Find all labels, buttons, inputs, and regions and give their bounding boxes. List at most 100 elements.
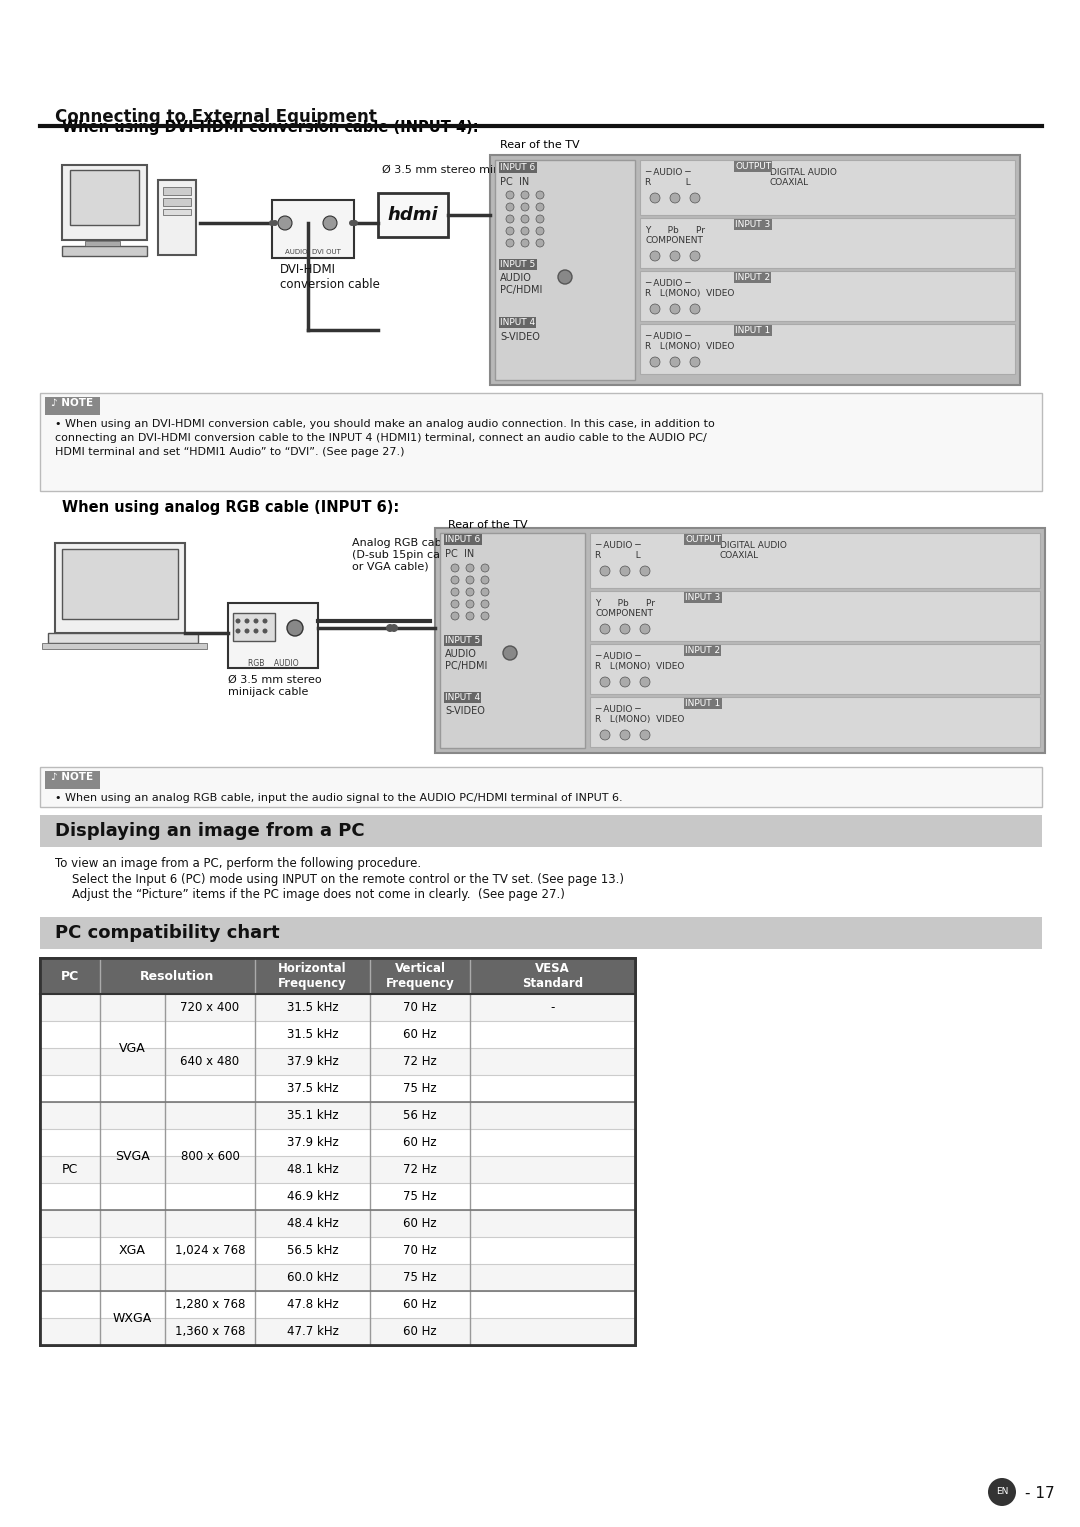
Bar xyxy=(40,815,1042,847)
Text: S-VIDEO: S-VIDEO xyxy=(445,705,485,716)
Bar xyxy=(640,160,1015,215)
Text: WXGA: WXGA xyxy=(113,1312,152,1324)
Text: 720 x 400: 720 x 400 xyxy=(180,1002,240,1014)
Text: 75 Hz: 75 Hz xyxy=(403,1270,436,1284)
Text: 75 Hz: 75 Hz xyxy=(403,1083,436,1095)
Text: 48.4 kHz: 48.4 kHz xyxy=(286,1217,338,1231)
Bar xyxy=(40,918,1042,948)
Circle shape xyxy=(352,220,357,226)
Bar xyxy=(163,209,191,215)
Circle shape xyxy=(451,588,459,596)
Circle shape xyxy=(600,567,610,576)
Text: Rear of the TV: Rear of the TV xyxy=(448,521,528,530)
Text: Vertical
Frequency: Vertical Frequency xyxy=(386,962,455,989)
Text: -: - xyxy=(551,1002,555,1014)
Text: 60 Hz: 60 Hz xyxy=(403,1028,436,1041)
Text: DVI-HDMI
conversion cable: DVI-HDMI conversion cable xyxy=(280,263,380,292)
Text: • When using an analog RGB cable, input the audio signal to the AUDIO PC/HDMI te: • When using an analog RGB cable, input … xyxy=(55,793,623,803)
Circle shape xyxy=(690,304,700,315)
Circle shape xyxy=(988,1478,1016,1506)
Circle shape xyxy=(451,576,459,583)
Text: R   L(MONO)  VIDEO: R L(MONO) VIDEO xyxy=(595,715,685,724)
Text: 70 Hz: 70 Hz xyxy=(403,1245,436,1257)
Circle shape xyxy=(278,215,292,231)
Circle shape xyxy=(507,240,514,247)
Circle shape xyxy=(690,192,700,203)
Text: SVGA: SVGA xyxy=(116,1150,150,1162)
Bar xyxy=(40,1075,635,1102)
Circle shape xyxy=(390,625,399,632)
Text: 1,280 x 768: 1,280 x 768 xyxy=(175,1298,245,1312)
Bar xyxy=(62,165,147,240)
Bar xyxy=(40,392,1042,492)
Text: ─ AUDIO ─: ─ AUDIO ─ xyxy=(645,168,690,177)
Text: 56 Hz: 56 Hz xyxy=(403,1109,436,1122)
Text: 37.9 kHz: 37.9 kHz xyxy=(286,1136,338,1148)
Text: ─ AUDIO ─: ─ AUDIO ─ xyxy=(645,331,690,341)
Text: 60 Hz: 60 Hz xyxy=(403,1136,436,1148)
Circle shape xyxy=(465,588,474,596)
Text: PC  IN: PC IN xyxy=(445,550,474,559)
Bar xyxy=(163,186,191,195)
Text: 31.5 kHz: 31.5 kHz xyxy=(286,1002,338,1014)
Bar xyxy=(48,634,198,643)
Text: XGA: XGA xyxy=(119,1245,146,1257)
Circle shape xyxy=(262,629,268,634)
Text: PC: PC xyxy=(60,970,79,982)
Circle shape xyxy=(244,629,249,634)
Circle shape xyxy=(670,304,680,315)
Text: Select the Input 6 (PC) mode using INPUT on the remote control or the TV set. (S: Select the Input 6 (PC) mode using INPUT… xyxy=(72,873,624,886)
Bar xyxy=(228,603,318,667)
Circle shape xyxy=(620,567,630,576)
Circle shape xyxy=(600,676,610,687)
Circle shape xyxy=(235,629,241,634)
Circle shape xyxy=(521,240,529,247)
Bar xyxy=(440,533,585,748)
Text: R   L(MONO)  VIDEO: R L(MONO) VIDEO xyxy=(645,342,734,351)
Bar xyxy=(435,528,1045,753)
Circle shape xyxy=(481,612,489,620)
Text: ─ AUDIO ─: ─ AUDIO ─ xyxy=(595,541,640,550)
Text: When using analog RGB cable (INPUT 6):: When using analog RGB cable (INPUT 6): xyxy=(62,499,400,515)
Bar xyxy=(62,550,178,618)
Circle shape xyxy=(690,357,700,366)
Text: 1,024 x 768: 1,024 x 768 xyxy=(175,1245,245,1257)
Circle shape xyxy=(507,215,514,223)
Text: INPUT 5: INPUT 5 xyxy=(445,637,481,644)
Circle shape xyxy=(536,215,544,223)
Circle shape xyxy=(465,612,474,620)
Text: R            L: R L xyxy=(645,179,691,186)
Circle shape xyxy=(451,563,459,573)
Bar xyxy=(40,1290,635,1318)
Circle shape xyxy=(262,618,268,623)
Text: INPUT 4: INPUT 4 xyxy=(445,693,481,702)
Bar xyxy=(40,957,635,1345)
Circle shape xyxy=(451,600,459,608)
Text: 640 x 480: 640 x 480 xyxy=(180,1055,240,1067)
Circle shape xyxy=(600,730,610,741)
Circle shape xyxy=(650,304,660,315)
Text: AUDIO
PC/HDMI: AUDIO PC/HDMI xyxy=(445,649,487,670)
Text: 37.9 kHz: 37.9 kHz xyxy=(286,1055,338,1067)
Text: INPUT 2: INPUT 2 xyxy=(685,646,720,655)
Text: R            L: R L xyxy=(595,551,640,560)
Text: INPUT 2: INPUT 2 xyxy=(735,273,770,282)
Text: To view an image from a PC, perform the following procedure.: To view an image from a PC, perform the … xyxy=(55,857,421,870)
Bar xyxy=(40,994,635,1022)
Circle shape xyxy=(536,240,544,247)
Text: ─ AUDIO ─: ─ AUDIO ─ xyxy=(645,279,690,289)
Circle shape xyxy=(503,646,517,660)
Circle shape xyxy=(521,228,529,235)
Bar xyxy=(70,169,139,224)
Text: ♪ NOTE: ♪ NOTE xyxy=(51,773,93,782)
Circle shape xyxy=(465,563,474,573)
Text: AUDIO  DVI OUT: AUDIO DVI OUT xyxy=(285,249,341,255)
Circle shape xyxy=(254,629,258,634)
Text: Rear of the TV: Rear of the TV xyxy=(500,140,580,150)
Text: DIGITAL AUDIO
COAXIAL: DIGITAL AUDIO COAXIAL xyxy=(770,168,837,188)
Text: RGB    AUDIO: RGB AUDIO xyxy=(247,660,298,667)
Circle shape xyxy=(465,600,474,608)
Circle shape xyxy=(521,191,529,199)
Circle shape xyxy=(536,228,544,235)
Text: ♪ NOTE: ♪ NOTE xyxy=(51,399,93,408)
